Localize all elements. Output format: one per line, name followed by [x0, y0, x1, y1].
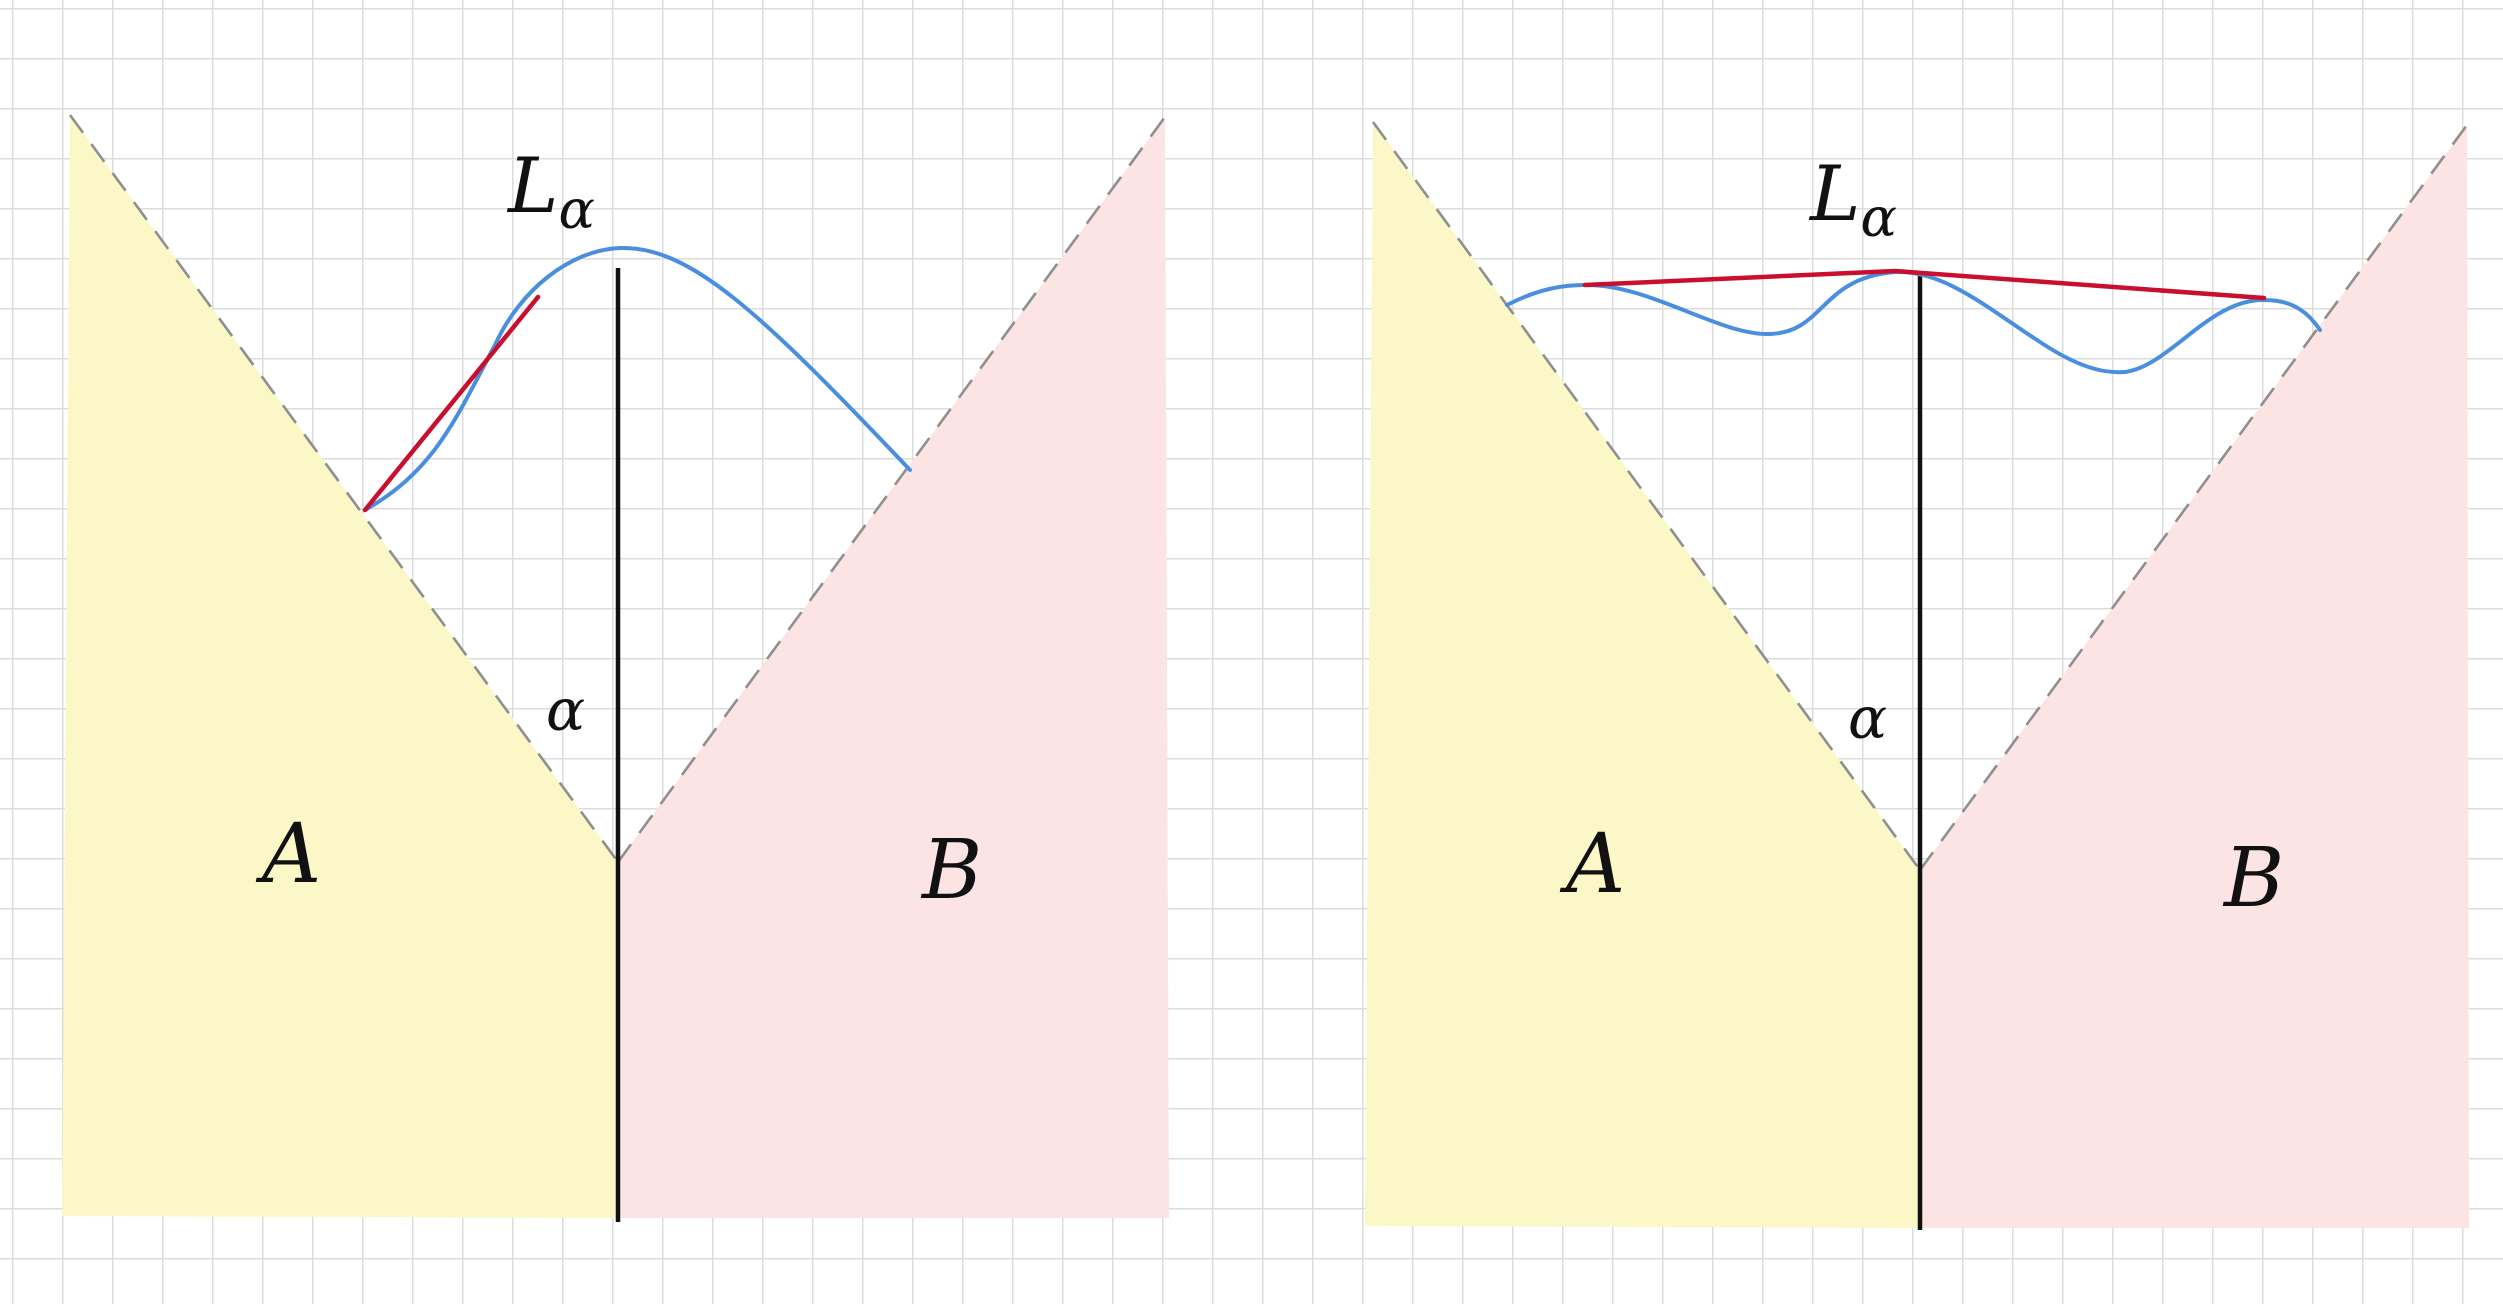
wedge-edge-left-a: [68, 114, 620, 863]
region-a-label-right: A: [1559, 817, 1625, 912]
angle-label-left: α: [546, 676, 585, 744]
region-a-label-left: A: [255, 807, 321, 902]
curve-l-alpha-left: [363, 245, 912, 512]
wedge-edge-right-a: [1371, 121, 1922, 871]
curve-l-alpha-right: [1505, 269, 2322, 375]
region-a-left: [62, 115, 618, 1218]
panel-right: Lα α A B: [1365, 121, 2469, 1230]
region-b-label-right: B: [2222, 831, 2284, 926]
curve-label-right: Lα: [1808, 149, 1897, 249]
angle-label-right: α: [1848, 684, 1887, 752]
hull-segment-left: [362, 294, 541, 513]
panel-left: Lα α A B: [62, 114, 1169, 1222]
region-b-left: [618, 117, 1169, 1218]
region-a-right: [1365, 122, 1920, 1228]
region-b-label-left: B: [920, 823, 982, 918]
curve-label-left: Lα: [506, 141, 595, 241]
region-b-right: [1920, 125, 2469, 1228]
hull-segments-right: [1582, 268, 2267, 301]
wedge-edge-right-b: [1918, 124, 2469, 871]
wedge-edge-left-b: [616, 116, 1167, 863]
